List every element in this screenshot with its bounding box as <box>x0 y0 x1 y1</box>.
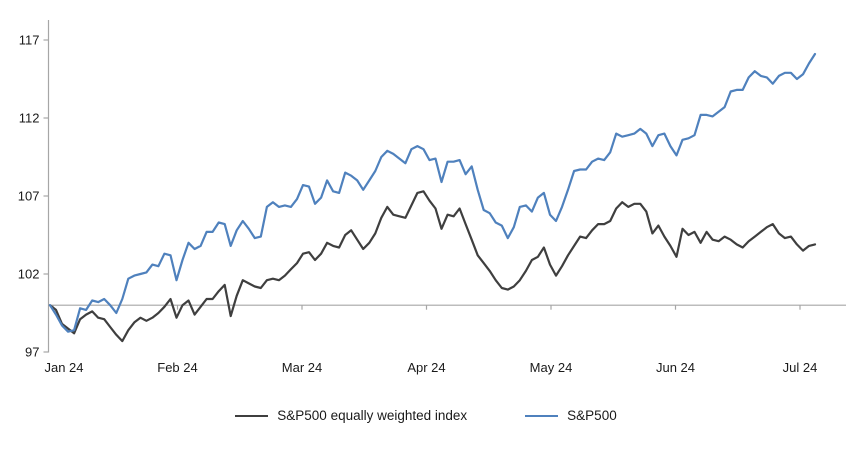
equal-weight-line-swatch-icon <box>235 414 269 417</box>
x-axis-label: Mar 24 <box>282 360 322 375</box>
y-axis-label: 117 <box>19 33 40 48</box>
equal-weight-index-line <box>48 190 817 343</box>
y-axis-label: 97 <box>25 345 39 360</box>
legend-label-equal-weight: S&P500 equally weighted index <box>277 408 468 423</box>
y-axis-label: 112 <box>19 111 40 126</box>
sp500-line <box>48 52 817 333</box>
x-axis-label: Jun 24 <box>656 360 695 375</box>
x-axis-label: Apr 24 <box>407 360 445 375</box>
x-axis-label: May 24 <box>530 360 573 375</box>
x-axis-label: Jul 24 <box>783 360 818 375</box>
legend-label-sp500: S&P500 <box>567 408 617 423</box>
legend-item-equal-weight: S&P500 equally weighted index <box>235 408 467 423</box>
x-axis-label: Jan 24 <box>44 360 83 375</box>
chart-legend: S&P500 equally weighted index S&P500 <box>0 408 852 423</box>
x-axis-label: Feb 24 <box>157 360 197 375</box>
y-axis-label: 107 <box>18 189 40 204</box>
y-axis-label: 102 <box>18 267 40 282</box>
sp500-line-swatch-icon <box>525 414 559 417</box>
legend-item-sp500: S&P500 <box>525 408 617 423</box>
